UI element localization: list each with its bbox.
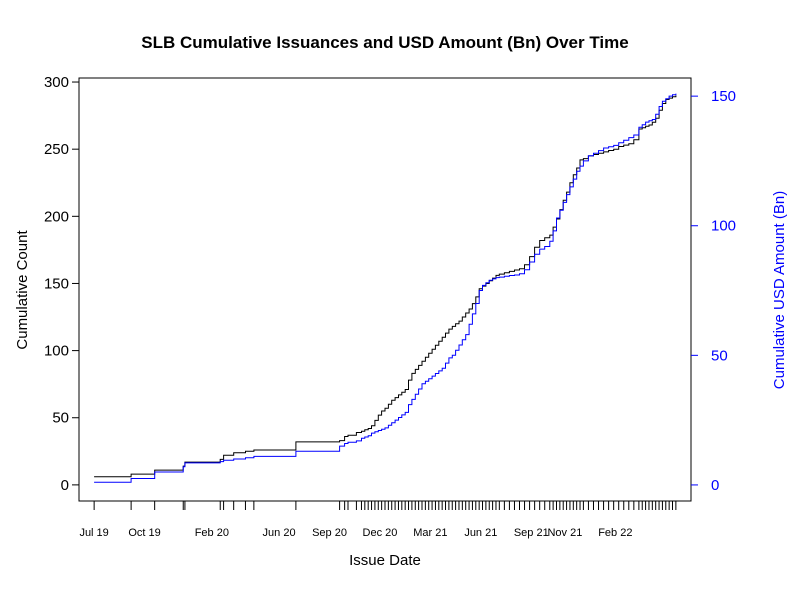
x-axis: Jul 19 Oct 19 Feb 20 Jun 20 Sep 20 Dec 20 Mar … — [79, 527, 632, 539]
chart-title: SLB Cumulative Issuances and USD Amount … — [141, 33, 628, 52]
x-tick-label-9: Nov 21 — [547, 527, 582, 539]
left-tick-label-1: 50 — [52, 410, 69, 427]
x-tick-label-1: Oct 19 — [128, 527, 160, 539]
right-tick-label-1: 50 — [711, 347, 728, 364]
left-tick-label-4: 200 — [44, 208, 69, 225]
right-y-axis-label: Cumulative USD Amount (Bn) — [771, 191, 788, 389]
right-tick-label-2: 100 — [711, 218, 736, 235]
x-tick-label-4: Sep 20 — [312, 527, 347, 539]
issue-date-rug — [93, 501, 677, 510]
x-tick-label-8: Sep 21 — [514, 527, 549, 539]
x-tick-label-10: Feb 22 — [598, 527, 632, 539]
x-tick-label-5: Dec 20 — [363, 527, 398, 539]
left-tick-label-3: 150 — [44, 275, 69, 292]
x-axis-label: Issue Date — [349, 552, 421, 569]
left-tick-label-0: 0 — [61, 477, 69, 494]
right-y-axis: 0 50 100 150 — [691, 88, 736, 494]
series-line-1 — [94, 93, 677, 483]
x-tick-label-3: Jun 20 — [263, 527, 296, 539]
right-tick-label-0: 0 — [711, 477, 719, 494]
right-tick-label-3: 150 — [711, 88, 736, 105]
x-tick-label-0: Jul 19 — [79, 527, 108, 539]
plot-frame — [78, 77, 692, 502]
left-tick-label-5: 250 — [44, 141, 69, 158]
x-tick-label-6: Mar 21 — [413, 527, 447, 539]
x-tick-label-2: Feb 20 — [195, 527, 229, 539]
x-tick-label-7: Jun 21 — [464, 527, 497, 539]
series-line-0 — [94, 95, 677, 478]
left-y-axis: 0 50 100 150 200 250 300 — [44, 74, 79, 494]
series-lines — [94, 93, 677, 483]
left-tick-label-6: 300 — [44, 74, 69, 91]
left-tick-label-2: 100 — [44, 343, 69, 360]
left-y-axis-label: Cumulative Count — [14, 230, 31, 350]
